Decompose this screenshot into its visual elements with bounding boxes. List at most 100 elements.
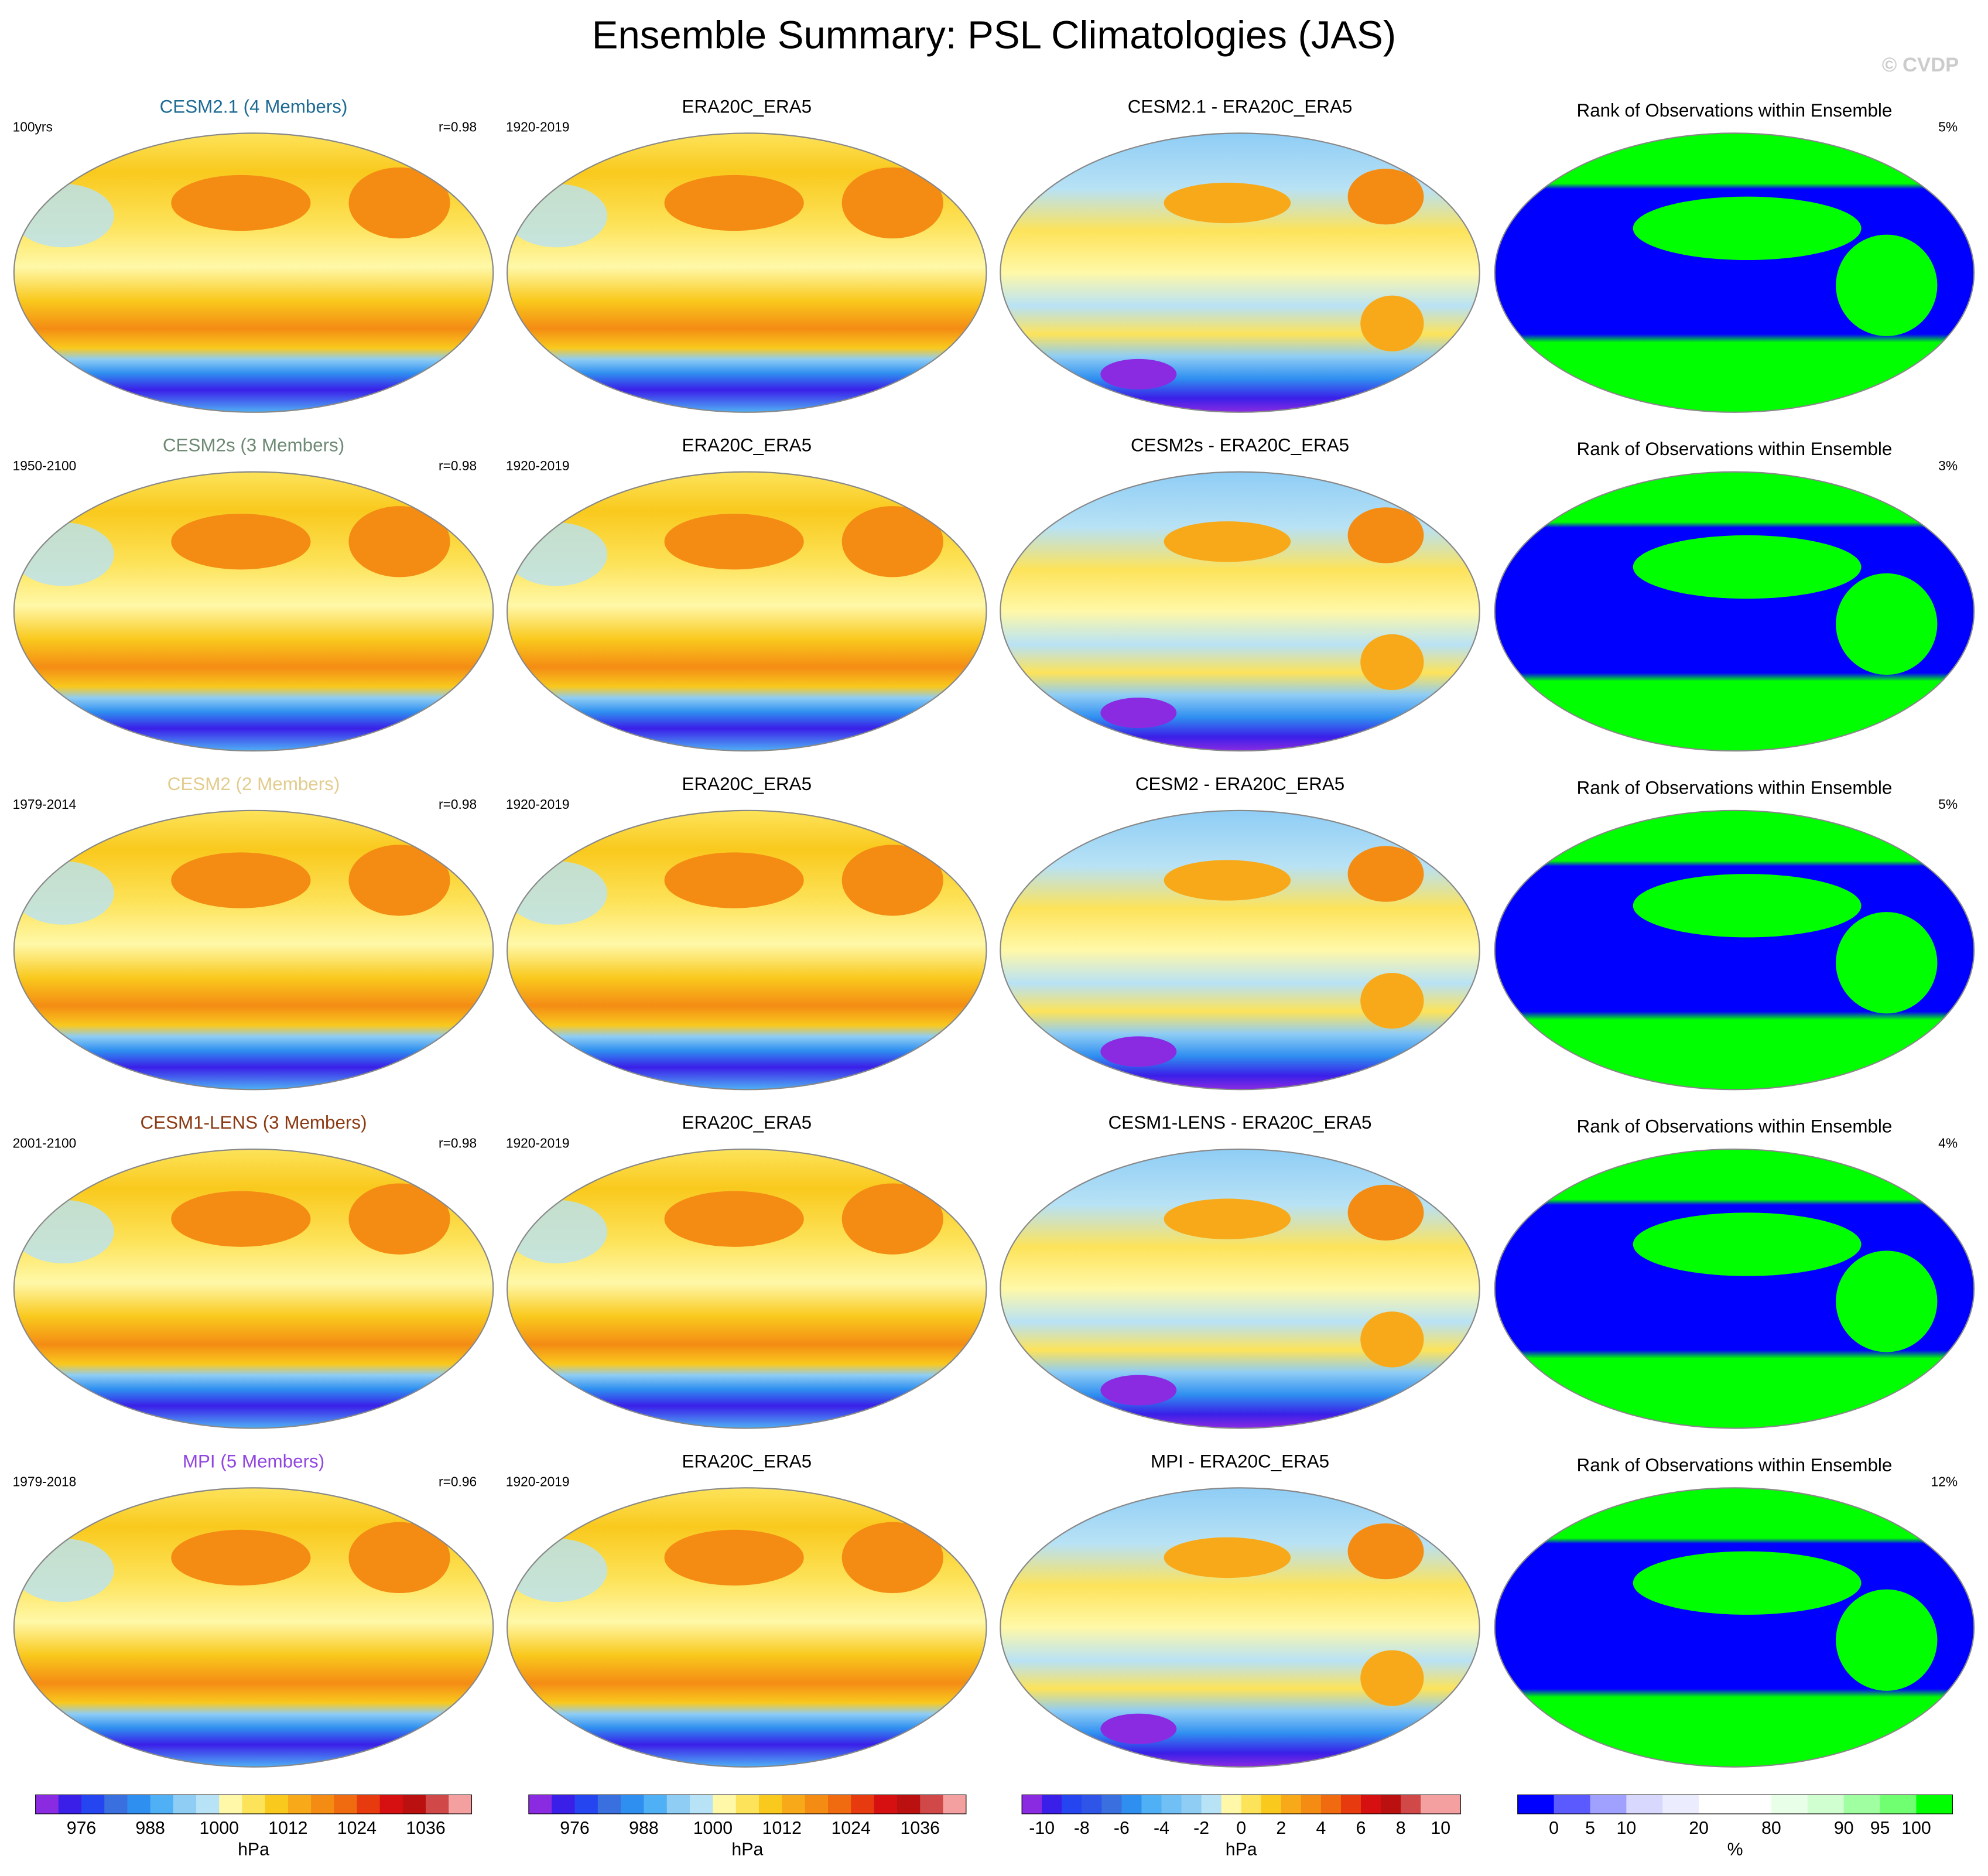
land [13, 522, 114, 586]
colorbar-box [1261, 1795, 1282, 1814]
colorbar-box [597, 1795, 621, 1814]
stat-label: r=0.98 [439, 458, 477, 473]
colorbar-unit: hPa [1226, 1840, 1257, 1860]
anomaly [1360, 1650, 1424, 1706]
panel-title: ERA20C_ERA5 [682, 435, 812, 456]
colorbar-tick-label: 1000 [200, 1819, 239, 1838]
map [13, 471, 494, 751]
high-pressure [841, 845, 943, 916]
map [507, 1488, 987, 1767]
panel-title: MPI (5 Members) [183, 1451, 324, 1471]
panel-title: MPI - ERA20C_ERA5 [1151, 1451, 1329, 1471]
map [1000, 133, 1480, 412]
high-pressure [171, 175, 311, 231]
colorbar-box [1301, 1795, 1322, 1814]
colorbar-box [1042, 1795, 1062, 1814]
colorbar-tick-label: 10 [1431, 1819, 1450, 1838]
colorbar-box [1880, 1795, 1917, 1814]
colorbar-unit: hPa [238, 1840, 269, 1860]
map-outline [506, 471, 987, 752]
rank-region [1633, 535, 1862, 599]
rank-region [1633, 874, 1862, 938]
panel-title: Rank of Observations within Ensemble [1577, 100, 1893, 121]
colorbar-box [1082, 1795, 1102, 1814]
colorbar-box [666, 1795, 690, 1814]
panel-title: CESM2.1 - ERA20C_ERA5 [1128, 96, 1353, 117]
colorbar-box [311, 1795, 334, 1814]
high-pressure [664, 852, 804, 908]
colorbar-tick-label: 20 [1689, 1819, 1709, 1838]
map-outline [1000, 809, 1480, 1091]
colorbar-tick-label: 100 [1901, 1819, 1931, 1838]
anomaly [1360, 634, 1424, 691]
panel-title: ERA20C_ERA5 [682, 774, 812, 794]
colorbar-box [1699, 1795, 1736, 1814]
high-pressure [841, 506, 943, 578]
colorbar-frame [528, 1794, 967, 1815]
anomaly [1164, 860, 1291, 901]
panel-title: CESM2s - ERA20C_ERA5 [1131, 435, 1349, 456]
colorbar-box [1141, 1795, 1162, 1814]
colorbar-box [81, 1795, 105, 1814]
map-outline [1000, 471, 1480, 752]
colorbar-box [379, 1795, 403, 1814]
rank-region [1836, 1250, 1938, 1352]
stat-label: r=0.96 [439, 1474, 477, 1489]
anomaly [1100, 358, 1177, 389]
period-label: 2001-2100 [13, 1135, 77, 1150]
anomaly [1100, 1713, 1177, 1744]
map-outline [506, 1148, 987, 1429]
colorbar-tick-label: 0 [1549, 1819, 1559, 1838]
colorbar-box [574, 1795, 598, 1814]
colorbar-box [713, 1795, 737, 1814]
colorbar-box [1062, 1795, 1082, 1814]
colorbar-box [1662, 1795, 1699, 1814]
high-pressure [841, 1522, 943, 1594]
colorbar-frame [1021, 1794, 1461, 1815]
period-label: 1950-2100 [13, 458, 77, 473]
rank-region [1836, 573, 1938, 675]
anomaly [1347, 1523, 1424, 1580]
high-pressure [348, 1522, 450, 1594]
colorbar-tick-label: 4 [1316, 1819, 1326, 1838]
rank-region [1633, 1212, 1862, 1276]
map-outline [1000, 1487, 1480, 1768]
colorbar-box [644, 1795, 668, 1814]
stat-label: r=0.98 [439, 119, 477, 135]
colorbar-box [782, 1795, 806, 1814]
panel-title: Rank of Observations within Ensemble [1577, 439, 1893, 459]
high-pressure [664, 1529, 804, 1586]
colorbar-box [851, 1795, 875, 1814]
colorbar-tick-label: -10 [1029, 1819, 1055, 1838]
stat-label: 5% [1938, 119, 1958, 135]
colorbar-tick-label: 1012 [762, 1819, 802, 1838]
high-pressure [664, 1191, 804, 1247]
map-outline [1494, 1148, 1975, 1429]
colorbar-box [1101, 1795, 1123, 1814]
colorbar-box [690, 1795, 714, 1814]
colorbar-box [1381, 1795, 1401, 1814]
high-pressure [171, 852, 311, 908]
map-outline [13, 471, 494, 752]
colorbar-tick-label: 1036 [406, 1819, 445, 1838]
colorbar-box [288, 1795, 312, 1814]
colorbar-frame [35, 1794, 472, 1815]
period-label: 1920-2019 [506, 1135, 570, 1150]
colorbar-box [150, 1795, 174, 1814]
high-pressure [664, 175, 804, 231]
map [13, 810, 494, 1090]
period-label: 1920-2019 [506, 797, 570, 812]
colorbar-box [1361, 1795, 1381, 1814]
colorbar-tick-label: 90 [1834, 1819, 1854, 1838]
colorbar-box [759, 1795, 782, 1814]
colorbar-tick-label: 6 [1356, 1819, 1366, 1838]
high-pressure [841, 167, 943, 239]
map [507, 471, 987, 751]
colorbar-frame [1517, 1794, 1953, 1815]
high-pressure [348, 845, 450, 916]
map [1494, 810, 1975, 1090]
stat-label: r=0.98 [439, 1135, 477, 1150]
anomaly [1347, 507, 1424, 563]
colorbar-tick-label: 1000 [693, 1819, 733, 1838]
